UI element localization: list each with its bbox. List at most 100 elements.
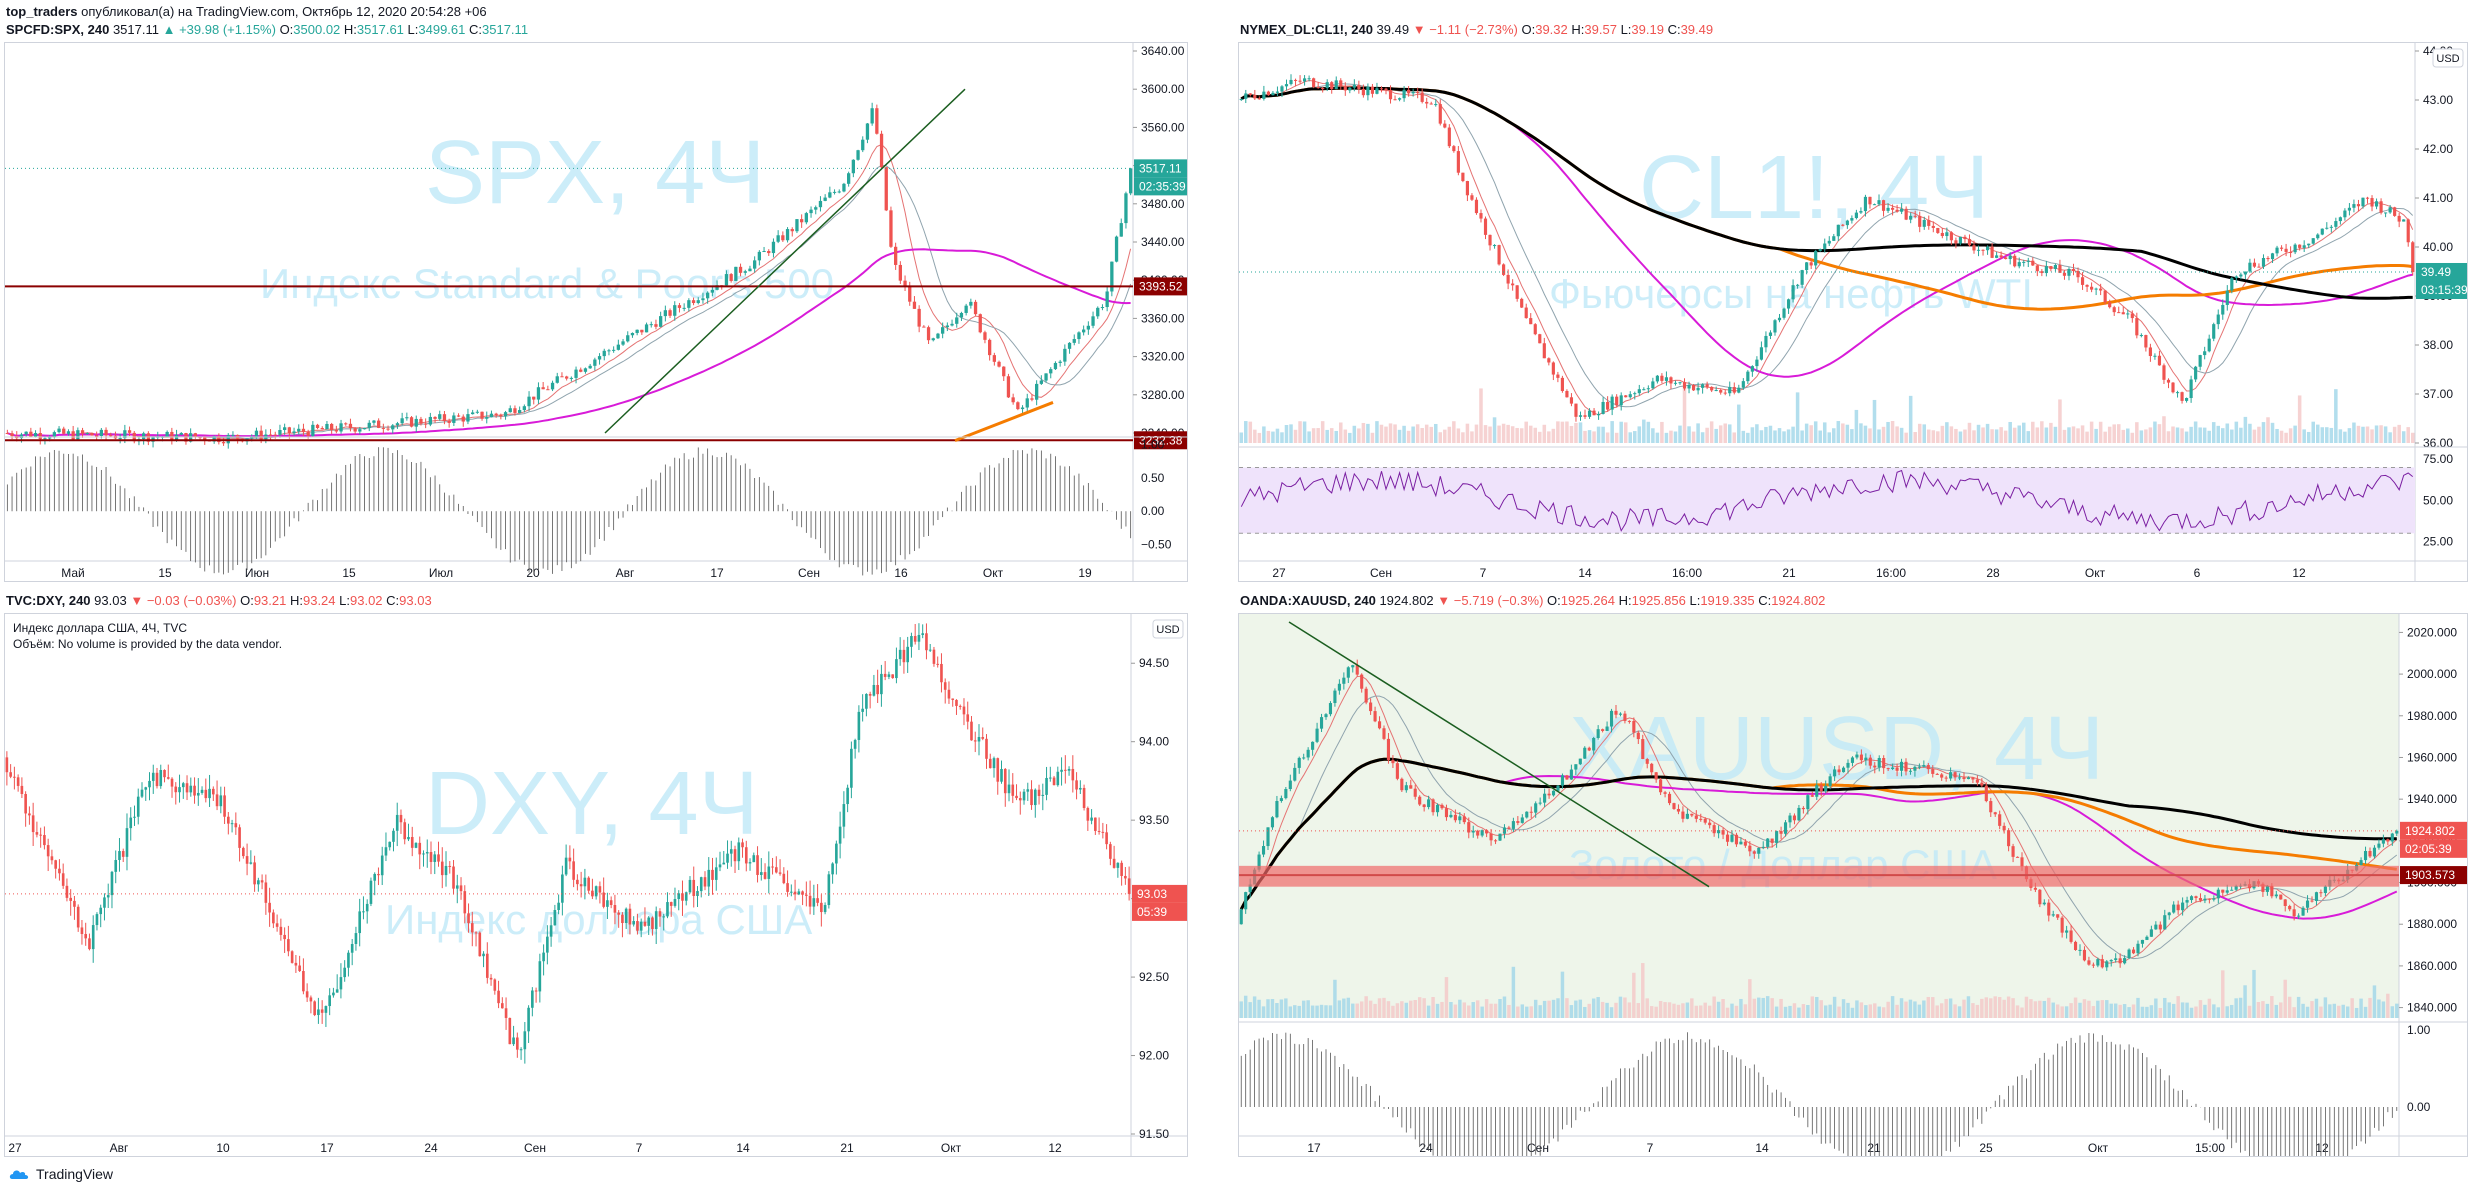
candle-body — [419, 418, 423, 424]
volume-bar — [2122, 1004, 2127, 1018]
tradingview-logo[interactable]: TradingView — [8, 1166, 113, 1182]
volume-bar — [2185, 1002, 2189, 1018]
volume-bar — [1386, 1001, 1391, 1018]
volume-bar — [1792, 1003, 1797, 1018]
volume-bar — [2078, 1002, 2082, 1018]
volume-bar — [2293, 425, 2297, 443]
volume-bar — [2383, 426, 2388, 443]
volume-bar — [1707, 1005, 1712, 1018]
volume-bar — [1515, 427, 1519, 443]
candle-body — [677, 305, 682, 308]
candle-body — [673, 305, 677, 316]
volume-bar — [1881, 426, 1886, 443]
volume-bar — [1470, 431, 1474, 443]
candle-body — [1411, 91, 1415, 94]
candle-body — [494, 413, 498, 416]
candle-body — [1864, 757, 1868, 761]
candle-body — [1434, 104, 1438, 106]
candle-body — [142, 433, 146, 440]
volume-bar — [1348, 432, 1352, 443]
volume-bar — [1343, 429, 1348, 443]
volume-bar — [2270, 422, 2275, 443]
currency-label: USD — [2436, 53, 2459, 65]
candle-body — [433, 416, 437, 419]
x-tick-label: 17 — [710, 566, 724, 580]
volume-bar — [2060, 1006, 2064, 1018]
volume-bar — [1685, 1002, 1690, 1018]
candle-body — [480, 411, 484, 419]
volume-bar — [2287, 996, 2292, 1018]
candle-body — [405, 417, 409, 419]
candle-body — [1257, 854, 1261, 870]
candle-body — [1319, 717, 1324, 729]
author-name[interactable]: top_traders — [6, 4, 78, 19]
dxy-chart-panel[interactable]: DXY, 4Ч Индекс доллара США 94.50 94.00 93.50… — [4, 613, 1188, 1157]
x-tick-label: 12 — [1048, 1141, 1062, 1155]
candle-body — [1846, 762, 1850, 768]
candle-body — [1659, 779, 1663, 793]
volume-bar — [1370, 432, 1375, 443]
candle-body — [1797, 807, 1801, 821]
y-tick-label: 1840.000 — [2407, 1001, 2457, 1015]
volume-bar — [1506, 424, 1510, 443]
rsi-band — [1239, 467, 2415, 534]
candle-body — [2118, 958, 2122, 964]
oscillator-tick-label: 0.00 — [1141, 504, 1165, 518]
volume-bar — [1325, 429, 1329, 443]
candle-body — [1279, 798, 1283, 801]
volume-bar — [1565, 421, 1569, 443]
candle-body — [546, 389, 550, 391]
candle-body — [868, 693, 872, 696]
candle-body — [165, 431, 169, 437]
price-label-box — [1134, 159, 1187, 178]
candle-body — [264, 882, 268, 903]
candle-body — [2216, 889, 2220, 899]
volume-bar — [1654, 1006, 1658, 1018]
candle-body — [1422, 804, 1426, 808]
volume-bar — [2320, 427, 2325, 443]
candle-body — [1958, 236, 1963, 244]
candle-body — [219, 795, 223, 807]
candle-body — [268, 902, 271, 913]
candle-body — [2279, 247, 2284, 249]
candle-body — [945, 325, 949, 328]
candle-body — [1850, 757, 1855, 763]
spx-chart-panel[interactable]: SPX, 4Ч Индекс Standard & Poor's 500 3640.… — [4, 42, 1188, 582]
candle-body — [1542, 343, 1546, 359]
candle-body — [215, 794, 219, 807]
candle-body — [2065, 930, 2069, 933]
candle-body — [1578, 758, 1582, 765]
candle-body — [696, 300, 700, 304]
candle-body — [1003, 769, 1007, 794]
candle-body — [1270, 817, 1275, 828]
candle-body — [2379, 201, 2383, 213]
volume-bar — [1329, 428, 1334, 443]
candle-body — [1868, 757, 1872, 766]
volume-bar — [2148, 427, 2153, 443]
candle-body — [343, 967, 346, 978]
volume-bar — [1714, 428, 1718, 443]
candle-body — [823, 197, 827, 201]
volume-bar — [1284, 424, 1289, 443]
candle-body — [516, 1037, 519, 1050]
candle-body — [1105, 291, 1109, 308]
volume-bar — [1873, 1003, 1877, 1018]
volume-bar — [2094, 428, 2098, 443]
candle-body — [1667, 793, 1672, 804]
xau-chart-panel[interactable]: XAUUSD, 4Ч Золото / Доллар США 2020.000 200… — [1238, 613, 2468, 1157]
candle-body — [1954, 240, 1958, 244]
candle-body — [1119, 223, 1123, 237]
candle-body — [377, 873, 380, 876]
candle-body — [1985, 246, 1990, 251]
candle-body — [1841, 767, 1846, 773]
candle-body — [1357, 84, 1361, 90]
candle-body — [1868, 196, 1872, 205]
volume-bar — [2162, 416, 2166, 443]
candle-body — [870, 108, 874, 124]
volume-bar — [1976, 424, 1981, 443]
